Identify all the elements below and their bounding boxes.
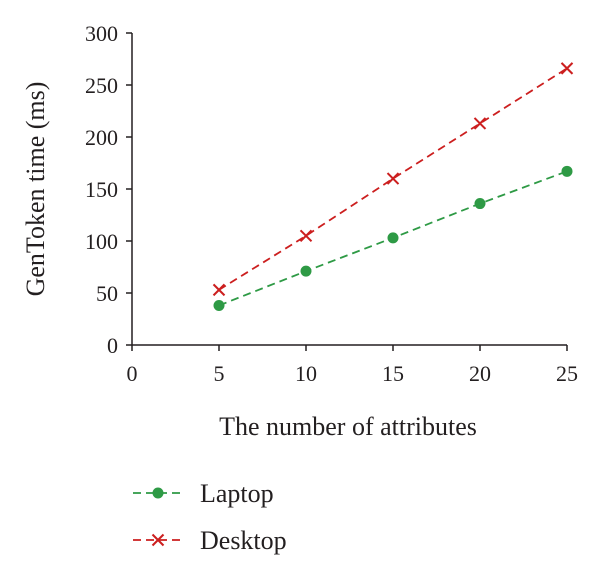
x-tick-label: 15 <box>382 361 404 386</box>
legend: Laptop Desktop <box>133 479 287 555</box>
data-point-desktop <box>560 62 574 75</box>
legend-item-laptop: Laptop <box>133 479 274 508</box>
data-point-laptop <box>561 165 573 177</box>
x-marker-stroke <box>212 283 226 297</box>
x-tick-label: 20 <box>469 361 491 386</box>
y-tick-label: 50 <box>96 281 118 306</box>
legend-marker-laptop <box>152 487 164 499</box>
data-point-desktop <box>386 172 400 185</box>
axes <box>126 32 568 351</box>
series-line-desktop <box>218 67 568 291</box>
legend-marker-desktop <box>151 533 165 547</box>
legend-label-desktop: Desktop <box>200 526 287 555</box>
legend-label-laptop: Laptop <box>200 479 274 508</box>
y-tick-label: 300 <box>85 21 118 46</box>
x-marker-stroke <box>151 533 165 547</box>
x-marker-stroke <box>473 117 487 130</box>
data-point-desktop <box>299 229 313 243</box>
x-marker-stroke <box>386 172 400 185</box>
y-tick-label: 150 <box>85 177 118 202</box>
legend-item-desktop: Desktop <box>133 526 287 555</box>
x-marker-stroke <box>560 62 574 75</box>
x-tick-labels: 0 5 10 15 20 25 <box>127 361 579 386</box>
data-point-laptop <box>213 299 225 311</box>
x-tick-label: 0 <box>127 361 138 386</box>
x-marker-stroke <box>299 229 313 243</box>
series-layer <box>212 62 574 311</box>
y-tick-label: 0 <box>107 333 118 358</box>
x-tick-label: 25 <box>556 361 578 386</box>
y-tick-label: 200 <box>85 125 118 150</box>
series-desktop <box>212 62 574 297</box>
data-point-laptop <box>474 198 486 210</box>
data-point-laptop <box>387 232 399 244</box>
series-laptop <box>213 165 573 311</box>
data-point-laptop <box>300 265 312 277</box>
data-point-desktop <box>212 283 226 297</box>
y-tick-label: 100 <box>85 229 118 254</box>
data-point-desktop <box>473 117 487 130</box>
y-tick-label: 250 <box>85 73 118 98</box>
x-tick-label: 5 <box>214 361 225 386</box>
y-axis-title: GenToken time (ms) <box>21 82 50 297</box>
x-tick-label: 10 <box>295 361 317 386</box>
y-tick-labels: 0 50 100 150 200 250 300 <box>85 21 118 358</box>
x-axis-title: The number of attributes <box>219 412 477 441</box>
